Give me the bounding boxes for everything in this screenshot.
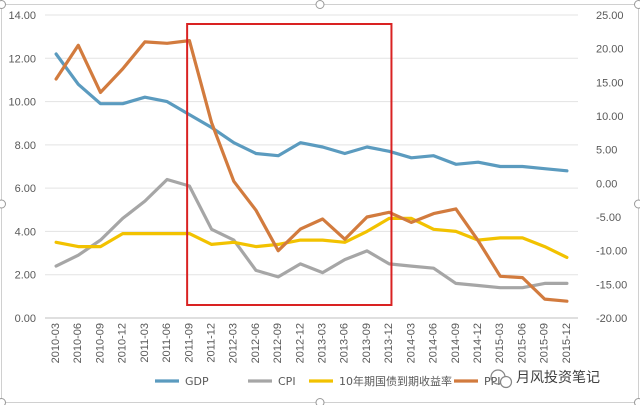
x-axis-tick-label: 2012-03 [228,323,240,363]
resize-handle [0,398,6,405]
x-axis-tick-label: 2015-06 [516,323,528,363]
x-axis-tick-label: 2012-06 [250,323,262,363]
series-line-bond-yield [54,216,569,259]
x-axis-tick-label: 2011-03 [139,323,151,363]
x-axis-tick-label: 2013-09 [361,323,373,363]
left-axis-tick-label: 10.00 [8,97,36,109]
left-axis-tick-label: 0.00 [15,313,36,325]
x-axis-tick-label: 2012-09 [272,323,284,363]
x-axis-tick-label: 2013-06 [339,323,351,363]
x-axis-tick-label: 2010-06 [72,323,84,363]
left-axis-tick-label: 12.00 [8,53,36,65]
right-axis-tick-label: 25.00 [596,10,624,22]
x-axis-tick-label: 2010-09 [94,323,106,363]
x-axis-tick-label: 2014-03 [405,323,417,363]
series-line-cpi [54,177,569,290]
right-axis-tick-label: 10.00 [596,111,624,123]
right-axis-tick-label: -20.00 [596,313,627,325]
resize-handle [634,199,640,209]
series-line-gdp [54,52,569,173]
x-axis-tick-label: 2010-03 [50,323,62,363]
x-axis-tick-label: 2013-12 [383,323,395,363]
resize-handle [634,398,640,405]
right-axis-tick-label: 0.00 [596,178,617,190]
x-axis-tick-label: 2013-03 [317,323,329,363]
left-axis-tick-label: 4.00 [15,226,36,238]
resize-handle [315,398,325,405]
x-axis-tick-label: 2014-09 [450,323,462,363]
right-axis-tick-label: 20.00 [596,44,624,56]
watermark-text: 月风投资笔记 [516,370,600,386]
x-axis-tick-label: 2015-12 [561,323,573,363]
right-axis-tick-label: -5.00 [596,212,621,224]
legend-label: GDP [185,375,209,388]
resize-handle [315,0,325,9]
x-axis-tick-label: 2015-09 [539,323,551,363]
left-axis-tick-label: 14.00 [8,10,36,22]
x-axis-tick-label: 2011-12 [205,323,217,363]
x-axis-tick-label: 2012-12 [294,323,306,363]
legend-label: CPI [278,375,296,388]
right-axis-tick-label: 15.00 [596,77,624,89]
watermark-logo [490,369,513,389]
x-axis-tick-label: 2010-12 [117,323,129,363]
x-axis-tick-label: 2011-06 [161,323,173,363]
series-line-ppi [54,38,569,303]
highlight-box [186,23,393,306]
right-axis-tick-label: -15.00 [596,279,627,291]
right-axis-tick-label: 5.00 [596,145,617,157]
x-axis-tick-label: 2015-03 [494,323,506,363]
left-axis-tick-label: 2.00 [15,270,36,282]
wechat-icon-bubble [499,375,513,389]
x-axis-tick-label: 2011-09 [183,323,195,363]
left-axis-tick-label: 8.00 [15,140,36,152]
resize-handle [634,0,640,9]
left-axis-tick-label: 6.00 [15,183,36,195]
x-axis-tick-label: 2014-06 [428,323,440,363]
resize-handle [0,199,6,209]
right-axis-tick-label: -10.00 [596,246,627,258]
legend-label: 10年期国债到期收益率 [339,374,452,388]
resize-handle [0,0,6,9]
x-axis-tick-label: 2014-12 [472,323,484,363]
